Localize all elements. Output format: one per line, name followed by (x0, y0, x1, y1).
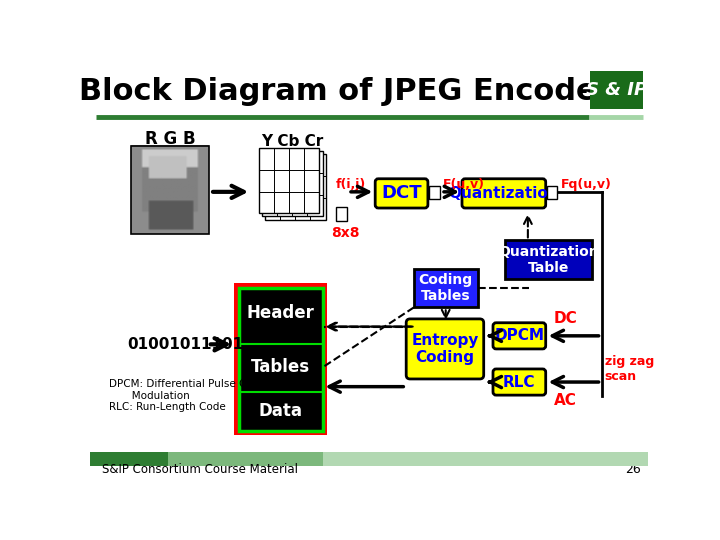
Text: DCT: DCT (381, 184, 422, 202)
Text: 26: 26 (625, 463, 640, 476)
Text: Block Diagram of JPEG Encoder: Block Diagram of JPEG Encoder (79, 77, 612, 106)
Bar (414, 269, 477, 307)
Text: Tables: Tables (251, 359, 310, 376)
Text: 8x8: 8x8 (331, 226, 360, 240)
Text: zig zag
scan: zig zag scan (605, 355, 654, 383)
Bar (234, 284, 327, 435)
Bar (262, 151, 323, 217)
Text: 01001011101...: 01001011101... (127, 337, 260, 352)
Bar (168, 452, 648, 466)
Bar (547, 186, 557, 199)
Text: S & IP: S & IP (585, 81, 647, 99)
FancyBboxPatch shape (462, 179, 546, 208)
Text: DPCM: Differential Pulse Code
       Modulation
RLC: Run-Length Code: DPCM: Differential Pulse Code Modulation… (109, 379, 266, 413)
Text: AC: AC (554, 393, 576, 408)
Bar (259, 148, 320, 213)
Text: Fq(u,v): Fq(u,v) (561, 178, 612, 191)
Text: Coding
Tables: Coding Tables (418, 273, 473, 303)
Bar (505, 240, 593, 279)
Text: RLC: RLC (503, 375, 536, 389)
Bar (323, 452, 648, 466)
Bar (239, 288, 323, 430)
Bar (429, 186, 439, 199)
Bar (90, 452, 648, 466)
Text: Data: Data (258, 402, 302, 420)
Text: Y Cb Cr: Y Cb Cr (261, 134, 323, 149)
Text: Header: Header (247, 303, 315, 322)
Text: Entropy
Coding: Entropy Coding (411, 333, 479, 365)
Text: Quantization
Table: Quantization Table (498, 245, 599, 275)
Text: DPCM: DPCM (495, 328, 544, 343)
FancyBboxPatch shape (406, 319, 484, 379)
Text: Quantization: Quantization (449, 186, 559, 201)
Bar (265, 154, 325, 220)
Text: R G B: R G B (145, 131, 195, 149)
FancyBboxPatch shape (493, 323, 546, 349)
Bar (131, 146, 209, 234)
Text: S&IP Consortium Course Material: S&IP Consortium Course Material (102, 463, 297, 476)
Text: f(i,j): f(i,j) (336, 178, 366, 191)
Bar (336, 207, 347, 221)
Text: F(u,v): F(u,v) (443, 178, 485, 191)
FancyBboxPatch shape (375, 179, 428, 208)
Text: DC: DC (554, 312, 577, 326)
Bar (590, 71, 642, 110)
FancyBboxPatch shape (493, 369, 546, 395)
